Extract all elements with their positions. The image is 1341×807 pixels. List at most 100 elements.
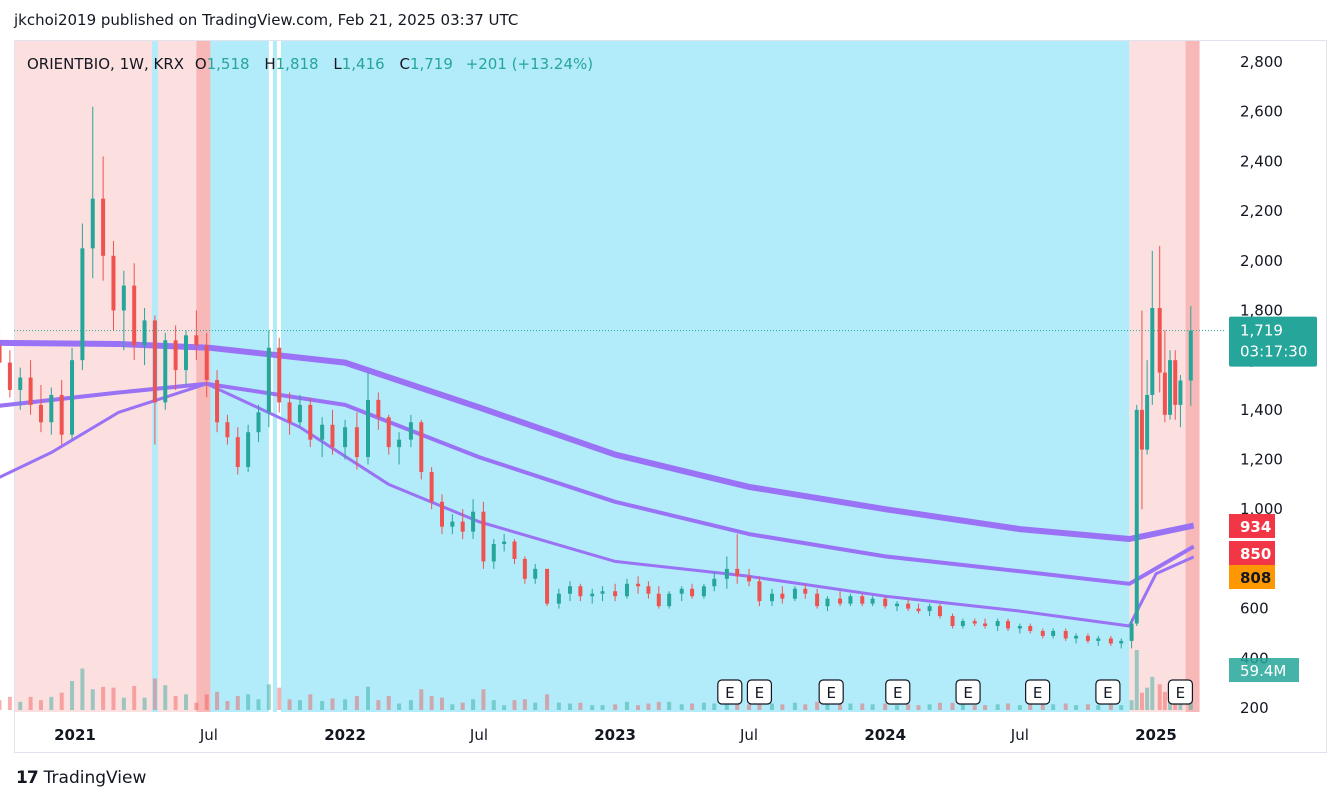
candle-body [1173, 360, 1178, 405]
candle-body [803, 588, 808, 594]
volume-bar [18, 701, 23, 710]
earnings-marker-label: E [1176, 684, 1185, 702]
candle-body [320, 424, 325, 440]
candle-body [183, 335, 188, 371]
y-tick-label: 1,800 [1240, 301, 1283, 319]
earnings-marker-box [955, 679, 981, 705]
earnings-marker-label: E [963, 684, 972, 702]
candle-body [1028, 626, 1033, 631]
earnings-marker-box [1167, 679, 1194, 705]
x-tick-label: Jul [469, 726, 488, 744]
volume-bar [502, 705, 507, 710]
volume-bar [735, 703, 740, 710]
volume-bar [111, 687, 116, 710]
volume-bar [578, 702, 583, 710]
volume-bar [646, 703, 651, 710]
candle-body [59, 394, 64, 435]
volume-bar [590, 705, 595, 710]
volume-bar [235, 696, 240, 710]
candle-body [1119, 640, 1124, 644]
volume-bar [376, 700, 381, 710]
candle-body [1178, 380, 1183, 405]
earnings-marker-box [885, 679, 911, 705]
volume-bar [101, 686, 106, 710]
candle-body [1017, 626, 1022, 629]
candle-body [646, 586, 651, 594]
volume-bar [256, 699, 261, 710]
volume-bar [330, 698, 335, 710]
moving-average-line [0, 339, 1195, 542]
candle-body [747, 576, 752, 582]
volume-bar [533, 702, 538, 710]
candle-body [297, 404, 302, 423]
candle-body [142, 320, 147, 346]
candle-body [636, 583, 641, 587]
candle-body [679, 588, 684, 594]
volume-bar [769, 703, 774, 710]
candle-body [1134, 409, 1139, 624]
volume-bar [803, 704, 808, 710]
earnings-marker-box [717, 679, 743, 705]
volume-bar [1139, 692, 1144, 710]
candle-body [769, 593, 774, 602]
background-zone [1129, 41, 1196, 712]
candle-body [995, 621, 1000, 627]
volume-bar [1134, 650, 1139, 710]
candle-body [792, 588, 797, 599]
candle-body [277, 347, 282, 403]
candle-body [163, 340, 168, 403]
volume-bar [860, 703, 865, 710]
x-tick-label: 2024 [864, 726, 906, 744]
volume-bar [59, 692, 64, 710]
candle-body [1162, 372, 1167, 415]
price-tag [1229, 316, 1317, 367]
moving-average-line [0, 382, 1195, 628]
volume-bar [895, 705, 900, 710]
candle-body [556, 593, 561, 604]
candle-body [502, 541, 507, 545]
ma-tag [1229, 565, 1275, 589]
legend-low-value: 1,416 [342, 55, 385, 73]
volume-bar [567, 703, 572, 710]
y-tick-label: 1,400 [1240, 401, 1283, 419]
volume-tag [1229, 658, 1299, 682]
candle-body [712, 578, 717, 587]
volume-bar [937, 702, 942, 710]
volume-bar [883, 703, 888, 710]
volume-bar [1129, 700, 1134, 710]
candle-body [366, 399, 371, 458]
price-tag-value: 1,719 [1240, 322, 1283, 340]
candle-body [960, 621, 965, 627]
candle-body [429, 471, 434, 502]
candle-body [906, 603, 911, 609]
price-tag-timer: 03:17:30 [1240, 343, 1307, 361]
candle-body [18, 377, 23, 390]
x-tick-label: Jul [199, 726, 218, 744]
candle-body [471, 511, 476, 532]
volume-bar [354, 696, 359, 710]
candle-body [266, 347, 271, 413]
legend-symbol: ORIENTBIO, 1W, KRX [27, 55, 184, 73]
volume-bar [512, 700, 517, 710]
volume-bar [1108, 704, 1113, 710]
earnings-marker-label: E [893, 684, 902, 702]
volume-bar [613, 704, 618, 710]
candle-body [1108, 638, 1113, 644]
candle-body [533, 568, 538, 579]
volume-bar [49, 696, 54, 710]
candle-body [215, 380, 220, 423]
volume-bar [1063, 703, 1068, 710]
candle-body [7, 362, 12, 390]
candle-body [825, 598, 830, 607]
volume-bar [152, 678, 157, 710]
volume-bar [950, 702, 955, 710]
volume-bar [916, 705, 921, 710]
footer-brand: TradingView [43, 768, 147, 788]
volume-bar [983, 705, 988, 710]
candle-body [848, 596, 853, 604]
volume-bar [995, 704, 1000, 710]
volume-bar [7, 696, 12, 710]
volume-bar [679, 704, 684, 710]
time-axis: 2021 Jul 2022 Jul 2023 Jul 2024 Jul 2025 [54, 726, 1177, 744]
